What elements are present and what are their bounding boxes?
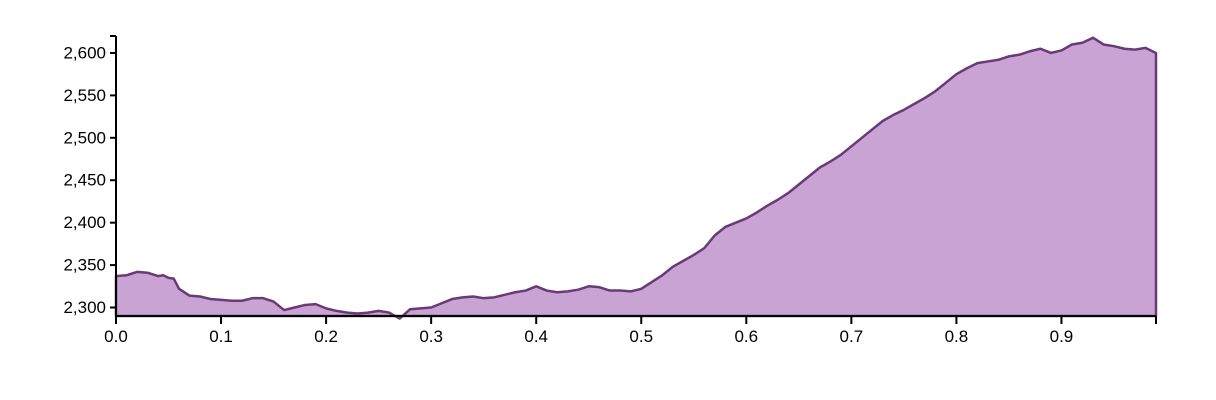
x-tick-label: 0.4 <box>524 327 548 346</box>
x-tick-label: 0.7 <box>840 327 864 346</box>
y-tick-label: 2,300 <box>63 298 106 317</box>
y-tick-label: 2,350 <box>63 256 106 275</box>
area-layer <box>114 36 1158 320</box>
y-tick-label: 2,600 <box>63 43 106 62</box>
x-tick-label: 0.3 <box>419 327 443 346</box>
x-tick-label: 0.9 <box>1050 327 1074 346</box>
x-tick-label: 0.1 <box>209 327 233 346</box>
area-series-0 <box>114 36 1158 320</box>
y-axis: 2,300 2,350 2,400 2,450 2,500 2,550 2,600 <box>63 35 117 317</box>
x-tick-label: 0.2 <box>314 327 338 346</box>
y-tick-label: 2,500 <box>63 128 106 147</box>
x-axis: 0.0 0.1 0.2 0.3 0.4 0.5 0.6 0.7 0.8 0.9 <box>104 315 1157 346</box>
x-tick-label: 0.8 <box>945 327 969 346</box>
y-tick-label: 2,450 <box>63 171 106 190</box>
x-tick-label: 0.6 <box>734 327 758 346</box>
y-tick-label: 2,400 <box>63 213 106 232</box>
x-tick-label: 0.5 <box>629 327 653 346</box>
y-tick-label: 2,550 <box>63 86 106 105</box>
x-tick-label: 0.0 <box>104 327 128 346</box>
